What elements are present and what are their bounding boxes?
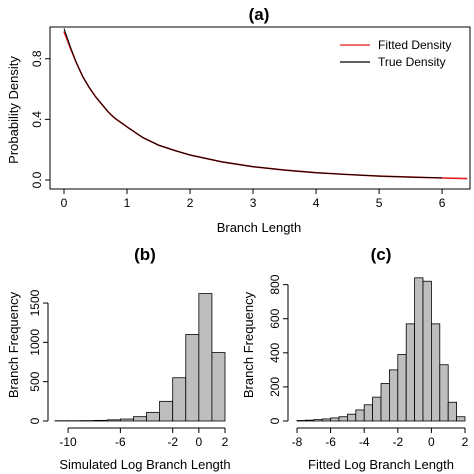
histogram-bar — [211, 352, 226, 422]
panel-c-x-label: Fitted Log Branch Length — [308, 457, 454, 472]
histogram-bar — [93, 419, 108, 422]
panel-c-y-axis: 0 200 400 600 800 — [268, 274, 289, 424]
c-x-tick-label: -8 — [292, 435, 303, 449]
panel-a-y-tick-label: 0.4 — [30, 111, 44, 128]
panel-a-y-label: Probability Density — [6, 56, 21, 164]
b-x-tick-label: -2 — [167, 435, 178, 449]
c-x-tick-label: -2 — [392, 435, 403, 449]
panel-b-title: (b) — [134, 245, 156, 264]
panel-a-y-tick-label: 0.8 — [30, 50, 44, 67]
c-y-tick-label: 400 — [268, 342, 282, 362]
b-y-tick-label: 500 — [28, 371, 42, 391]
histogram-bar — [133, 416, 147, 422]
panel-a-legend: Fitted Density True Density — [340, 38, 451, 69]
b-x-tick-label: -6 — [115, 435, 126, 449]
panel-a-x-tick-label: 2 — [187, 196, 194, 210]
c-y-tick-label: 200 — [268, 377, 282, 397]
histogram-bar — [146, 411, 161, 422]
legend-label-true-density: True Density — [378, 55, 446, 69]
b-y-tick-label: 1000 — [28, 329, 42, 356]
histogram-bar — [159, 400, 174, 422]
panel-a-x-tick-label: 0 — [61, 196, 68, 210]
legend-label-fitted-density: Fitted Density — [378, 38, 451, 52]
c-x-tick-label: -4 — [359, 435, 370, 449]
panel-a-y-tick-label: 0.0 — [30, 171, 44, 188]
panel-a-title: (a) — [249, 5, 270, 24]
b-y-tick-label: 0 — [28, 417, 42, 424]
histogram-bar — [439, 364, 449, 422]
b-x-tick-label: 2 — [222, 435, 229, 449]
histogram-bar — [414, 277, 424, 422]
panel-a: (a) 0 1 2 3 4 5 6 0.0 0.4 0.8 Branch Length Prob… — [6, 5, 471, 235]
histogram-bar — [363, 404, 374, 422]
panel-a-x-label: Branch Length — [217, 220, 302, 235]
histogram-bar — [456, 416, 466, 422]
histogram-bar — [185, 334, 200, 422]
histogram-bar — [430, 323, 441, 422]
c-x-tick-label: 2 — [462, 435, 469, 449]
c-y-tick-label: 600 — [268, 308, 282, 328]
histogram-bar — [106, 419, 121, 422]
series-line-fitted-density — [63, 31, 468, 180]
c-x-tick-label: 0 — [428, 435, 435, 449]
histogram-bar — [338, 416, 348, 422]
histogram-bar — [330, 417, 340, 422]
b-x-tick-label: 0 — [196, 435, 203, 449]
histogram-bar — [355, 409, 365, 422]
panel-b-x-axis: -10 -6 -2 0 2 — [59, 427, 229, 449]
histogram-bar — [380, 383, 390, 422]
panel-b-y-axis: 0 500 1000 1500 — [28, 289, 49, 424]
panel-b-y-label: Branch Frequency — [6, 291, 21, 398]
panel-a-x-tick-label: 1 — [124, 196, 131, 210]
histogram-bar — [321, 418, 332, 422]
histogram-bar — [422, 280, 432, 422]
histogram-bar — [405, 323, 416, 422]
panel-b-x-label: Simulated Log Branch Length — [59, 457, 230, 472]
histogram-bar — [372, 396, 382, 422]
panel-a-x-tick-label: 4 — [313, 196, 320, 210]
panel-c-bars — [296, 277, 466, 422]
c-y-tick-label: 0 — [268, 417, 282, 424]
c-x-tick-label: -6 — [325, 435, 336, 449]
panel-b-bars — [54, 293, 226, 422]
b-x-tick-label: -10 — [59, 435, 77, 449]
c-y-tick-label: 800 — [268, 274, 282, 294]
panel-c: (c) -8 -6 -4 -2 0 2 0 200 400 600 800 Fitted Log … — [241, 245, 469, 472]
panel-a-y-axis: 0.0 0.4 0.8 — [30, 50, 50, 188]
panel-a-x-tick-label: 3 — [250, 196, 257, 210]
histogram-bar — [447, 401, 458, 422]
histogram-bar — [198, 293, 213, 422]
panel-a-x-tick-label: 5 — [376, 196, 383, 210]
histogram-bar — [388, 369, 399, 422]
panel-b: (b) -10 -6 -2 0 2 0 500 1000 1500 Simulated Log… — [6, 245, 231, 472]
histogram-bar — [346, 413, 357, 422]
panel-c-title: (c) — [371, 245, 392, 264]
panel-a-series — [63, 28, 468, 180]
histogram-bar — [313, 419, 323, 422]
panel-a-x-tick-label: 6 — [439, 196, 446, 210]
panel-c-y-label: Branch Frequency — [241, 291, 256, 398]
b-y-tick-label: 1500 — [28, 289, 42, 316]
histogram-bar — [397, 354, 407, 422]
panel-a-plot-frame — [49, 26, 471, 190]
histogram-bar — [172, 377, 187, 422]
histogram-bar — [296, 420, 306, 422]
panel-a-x-axis: 0 1 2 3 4 5 6 — [61, 189, 446, 210]
histogram-bar — [119, 418, 134, 422]
panel-c-x-axis: -8 -6 -4 -2 0 2 — [292, 427, 469, 449]
series-line-true-density — [63, 28, 443, 179]
histogram-bar — [304, 419, 315, 422]
